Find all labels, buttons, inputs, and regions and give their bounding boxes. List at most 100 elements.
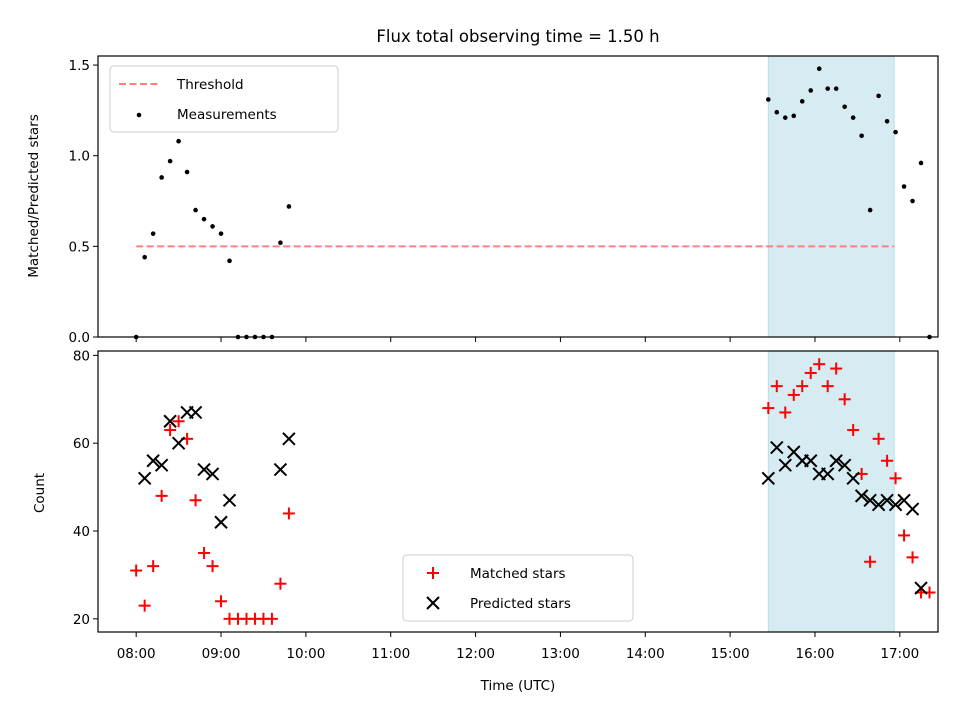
count-data-marks [130, 358, 936, 625]
predicted-stars-point [914, 581, 928, 595]
predicted-stars-point [282, 432, 296, 446]
measurements-point [901, 184, 907, 189]
predicted-stars-point [829, 454, 843, 468]
matched-stars-point [282, 507, 295, 520]
predicted-stars-point [905, 502, 920, 516]
measurements-point [918, 160, 924, 166]
measurements-point [176, 138, 181, 144]
x-tick-label: 17:00 [880, 646, 919, 662]
matched-stars-legend-label: Matched stars [470, 566, 566, 582]
predicted-stars-point [205, 467, 220, 481]
measurements-point [867, 207, 873, 213]
matched-stars-point [787, 388, 800, 401]
ratio-shaded-span [767, 55, 895, 338]
predicted-stars-point [888, 497, 903, 512]
measurements-point [261, 334, 266, 340]
measurements-point [774, 109, 780, 115]
measurements-point [159, 175, 164, 180]
predicted-stars-point [778, 458, 792, 472]
measurements-point [782, 115, 788, 120]
matched-stars-point [881, 454, 894, 467]
x-tick-label: 12:00 [456, 646, 495, 662]
predicted-stars-point [837, 458, 852, 472]
matched-stars-point [147, 560, 160, 573]
predicted-stars-point [154, 458, 169, 472]
matched-stars-point [265, 612, 278, 625]
matched-stars-point [130, 564, 143, 577]
measurements-point [252, 334, 258, 340]
matched-stars-point [206, 560, 219, 573]
ratio-y-tick-label: 1.5 [69, 58, 90, 74]
matched-stars-point [889, 472, 902, 485]
predicted-stars-point [880, 493, 894, 507]
measurements-point [850, 115, 856, 120]
measurements-point [791, 113, 797, 119]
matched-stars-point [821, 380, 834, 393]
count-y-tick-label: 60 [73, 436, 90, 452]
matched-stars-point [796, 380, 809, 393]
matched-stars-legend-swatch [427, 567, 439, 579]
matched-stars-point [164, 424, 177, 437]
measurements-point [799, 99, 805, 104]
measurements-point [808, 88, 814, 93]
ratio-panel-frame [97, 55, 939, 338]
measurements-point [927, 334, 932, 340]
count-panel: Count Time (UTC) 20 40 60 80 08:00 09:00 10:00… [32, 348, 939, 694]
ratio-legend-box [109, 65, 339, 133]
measurements-point [816, 66, 822, 71]
matched-stars-point [838, 393, 851, 406]
ratio-legend: Threshold Measurements [109, 65, 339, 133]
matched-stars-point [762, 402, 775, 415]
measurements-point [142, 254, 147, 260]
matched-stars-point [847, 424, 860, 437]
x-tick-label: 10:00 [286, 646, 325, 662]
measurements-point [286, 204, 292, 209]
predicted-stars-point [214, 515, 228, 529]
measurements-point [244, 334, 249, 340]
predicted-stars-point [820, 467, 835, 481]
measurements-point [193, 207, 198, 213]
predicted-stars-point [871, 497, 886, 512]
chart-title: Flux total observing time = 1.50 h [376, 27, 659, 46]
predicted-stars-point [761, 471, 776, 486]
ratio-y-tick-label: 0.5 [69, 239, 90, 255]
measurements-point [910, 198, 915, 204]
predicted-stars-point [188, 405, 203, 420]
count-y-tick-label: 40 [73, 524, 90, 540]
count-legend: Matched stars Predicted stars [402, 554, 634, 622]
count-y-tick-label: 80 [73, 348, 90, 364]
measurements-point [825, 86, 830, 91]
matched-stars-point [864, 555, 877, 568]
measurements-point [842, 104, 847, 110]
matched-stars-point [138, 599, 151, 612]
matched-stars-point [830, 362, 843, 375]
measurements-point [227, 258, 232, 264]
time-x-axis-label: Time (UTC) [480, 678, 556, 694]
predicted-stars-point [804, 454, 818, 468]
count-y-tick-label: 20 [73, 612, 90, 628]
matched-stars-point [274, 577, 287, 590]
measurements-point [278, 240, 283, 246]
measurements-legend-label: Measurements [177, 107, 277, 123]
count-shaded-span [767, 350, 895, 633]
predicted-stars-point [863, 493, 877, 507]
x-tick-label: 11:00 [371, 646, 410, 662]
predicted-stars-point [137, 471, 152, 486]
count-panel-frame [97, 350, 939, 633]
measurements-point [167, 158, 173, 164]
measurements-legend-swatch [136, 112, 142, 118]
count-legend-box [402, 554, 634, 622]
predicted-stars-point [222, 493, 237, 507]
predicted-stars-point [846, 471, 860, 486]
predicted-stars-point [770, 440, 784, 455]
predicted-stars-point [146, 454, 160, 468]
x-tick-label: 14:00 [626, 646, 665, 662]
ratio-y-tick-label: 1.0 [69, 149, 90, 165]
measurements-point [218, 231, 224, 236]
measurements-point [210, 224, 215, 229]
matched-stars-point [155, 489, 168, 502]
measurements-point [766, 97, 771, 102]
x-tick-label: 09:00 [202, 646, 241, 662]
matched-stars-point [215, 595, 228, 608]
